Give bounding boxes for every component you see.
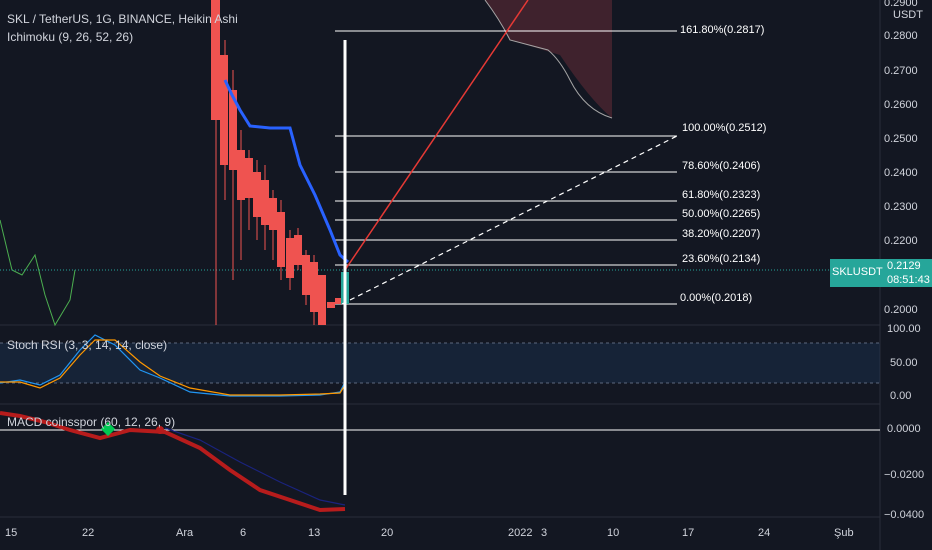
currency-label[interactable]: USDT <box>893 9 923 21</box>
time-tick: 20 <box>381 527 394 539</box>
fib-label-236: 23.60%(0.2134) <box>682 253 761 265</box>
current-price-text: 0.2129 <box>887 260 921 272</box>
time-tick: 3 <box>541 527 548 539</box>
stoch-tick: 100.00 <box>887 323 921 335</box>
price-tick: 0.2500 <box>884 133 918 145</box>
trend-arrow-up[interactable] <box>344 0 529 271</box>
fib-label-1000: 100.00%(0.2512) <box>682 122 767 134</box>
current-price-badge[interactable]: 0.2129 08:51:43 <box>884 259 932 287</box>
macd-signal-line <box>164 427 346 506</box>
ichimoku-cloud <box>485 0 612 118</box>
price-tick-top: 0.2900 <box>884 0 918 9</box>
price-tick: 0.2400 <box>884 167 918 179</box>
stoch-k-line <box>0 334 346 397</box>
time-tick: 24 <box>758 527 771 539</box>
current-symbol-badge[interactable]: SKLUSDT <box>830 259 884 287</box>
fib-label-500: 50.00%(0.2265) <box>682 208 761 220</box>
time-tick: 17 <box>682 527 695 539</box>
time-tick: 6 <box>240 527 247 539</box>
stoch-d-line <box>0 339 346 396</box>
stoch-legend[interactable]: Stoch RSI (3, 3, 14, 14, close) <box>7 338 168 352</box>
fib-label-000: 0.00%(0.2018) <box>680 292 753 304</box>
price-tick: 0.2200 <box>884 235 918 247</box>
ichimoku-base-line <box>223 79 349 264</box>
fib-label-618: 61.80%(0.2323) <box>682 189 761 201</box>
ichimoku-lagging-line <box>0 219 76 327</box>
current-symbol-text: SKLUSDT <box>832 266 883 278</box>
fib-label-382: 38.20%(0.2207) <box>682 228 761 240</box>
fib-label-1618: 161.80%(0.2817) <box>680 24 765 36</box>
macd-line <box>0 411 346 513</box>
price-tick: 0.2700 <box>884 65 918 77</box>
time-tick: 2022 <box>508 527 533 539</box>
price-tick: 0.2300 <box>884 201 918 213</box>
macd-tick: −0.0200 <box>884 469 925 481</box>
symbol-title[interactable]: SKL / TetherUS, 1G, BINANCE, Heikin Ashi <box>7 12 238 26</box>
stoch-tick: 50.00 <box>890 357 918 369</box>
macd-tick: 0.0000 <box>887 423 921 435</box>
time-tick: Şub <box>834 527 854 539</box>
ichimoku-legend[interactable]: Ichimoku (9, 26, 52, 26) <box>7 30 134 44</box>
macd-cross-dot <box>156 426 164 434</box>
macd-tick: −0.0400 <box>884 509 925 521</box>
stoch-tick: 0.00 <box>890 390 912 402</box>
time-tick: Ara <box>176 527 194 539</box>
time-tick: 15 <box>5 527 18 539</box>
macd-legend[interactable]: MACD coinsspor (60, 12, 26, 9) <box>7 415 176 429</box>
ichimoku-span-line <box>484 0 613 119</box>
price-tick: 0.2600 <box>884 99 918 111</box>
countdown-text: 08:51:43 <box>887 274 930 286</box>
macd-cross-marker <box>100 421 116 437</box>
time-tick: 10 <box>607 527 620 539</box>
stoch-band <box>0 343 880 383</box>
fib-label-786: 78.60%(0.2406) <box>682 160 761 172</box>
price-tick: 0.2000 <box>884 304 918 316</box>
candles[interactable] <box>211 0 349 325</box>
time-tick: 22 <box>82 527 95 539</box>
time-tick: 13 <box>308 527 321 539</box>
price-tick: 0.2800 <box>884 30 918 42</box>
